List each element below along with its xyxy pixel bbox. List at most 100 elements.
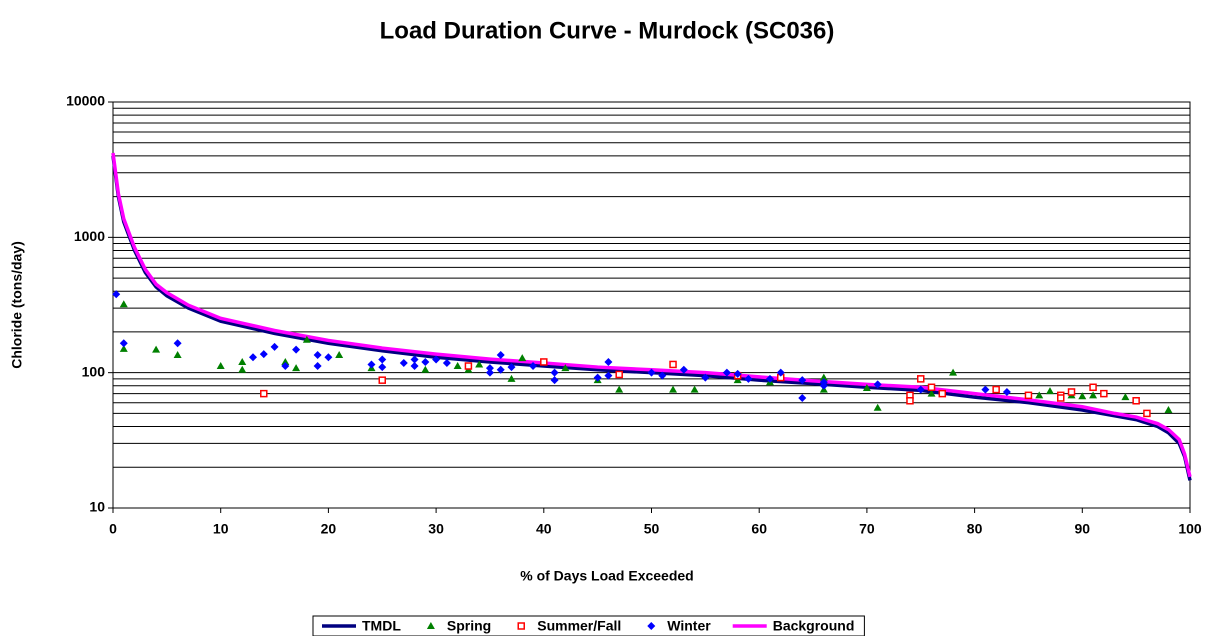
winter-point — [679, 365, 688, 374]
summer-fall-point — [906, 397, 914, 405]
spring-point — [335, 351, 344, 359]
spring-point — [927, 389, 936, 397]
winter-point — [604, 371, 613, 380]
y-tick-label: 1000 — [74, 228, 105, 244]
winter-point — [529, 362, 538, 371]
spring-point — [561, 364, 570, 372]
spring-point — [1078, 392, 1087, 400]
spring-point — [862, 384, 871, 392]
winter-point — [485, 368, 494, 377]
summer-fall-point — [1143, 409, 1151, 418]
x-tick-label: 10 — [213, 521, 229, 537]
spring-point — [238, 357, 247, 365]
spring-point — [819, 373, 828, 381]
summer-fall-point — [1067, 388, 1076, 396]
winter-point — [658, 371, 667, 380]
legend-box — [312, 615, 865, 636]
y-axis-label: Chloride (tons/day) — [9, 241, 25, 369]
spring-point — [507, 374, 516, 382]
winter-point — [378, 355, 387, 364]
spring-point — [302, 335, 311, 343]
x-tick-label: 90 — [1075, 521, 1091, 537]
winter-point — [485, 364, 494, 373]
spring-point — [281, 357, 290, 365]
spring-point — [1121, 393, 1130, 401]
legend-marker — [517, 622, 525, 630]
winter-point — [421, 357, 430, 366]
legend-label: Background — [773, 618, 855, 634]
x-tick-label: 20 — [321, 521, 337, 537]
spring-point — [119, 300, 128, 308]
x-tick-label: 60 — [751, 521, 767, 537]
winter-point — [593, 373, 602, 382]
winter-point — [550, 376, 559, 385]
winter-point — [981, 385, 990, 394]
winter-point — [550, 368, 559, 377]
spring-point — [1164, 405, 1173, 413]
legend-label: Winter — [667, 618, 711, 634]
legend-marker — [647, 622, 656, 630]
winter-point — [119, 339, 128, 348]
y-tick-label: 10 — [89, 499, 105, 515]
spring-point — [453, 362, 462, 370]
x-tick-label: 70 — [859, 521, 875, 537]
winter-point — [410, 355, 419, 364]
spring-point — [873, 403, 882, 411]
summer-fall-point — [1057, 394, 1065, 402]
line-background — [111, 152, 1192, 478]
spring-point — [152, 345, 161, 353]
winter-point — [798, 393, 807, 402]
chart-title: Load Duration Curve - Murdock (SC036) — [380, 17, 835, 44]
winter-point — [496, 365, 505, 374]
winter-point — [776, 368, 785, 377]
winter-point — [313, 362, 322, 371]
winter-point — [173, 339, 182, 348]
spring-point — [173, 351, 182, 359]
summer-fall-point — [917, 375, 925, 383]
summer-fall-point — [464, 362, 473, 370]
winter-point — [442, 358, 451, 367]
x-tick-label: 100 — [1178, 521, 1202, 537]
spring-point — [421, 365, 430, 373]
winter-point — [916, 385, 925, 394]
winter-point — [507, 363, 516, 372]
winter-point — [701, 373, 710, 382]
winter-point — [873, 380, 882, 389]
winter-point — [378, 363, 387, 372]
spring-point — [238, 365, 247, 373]
spring-point — [1045, 387, 1054, 395]
winter-point — [313, 351, 322, 360]
spring-point — [475, 360, 484, 368]
winter-point — [432, 355, 441, 364]
y-tick-label: 10000 — [66, 93, 105, 109]
summer-fall-point — [615, 370, 623, 379]
winter-point — [292, 345, 301, 354]
x-tick-label: 40 — [536, 521, 552, 537]
x-axis-label: % of Days Load Exceeded — [520, 568, 694, 584]
spring-point — [615, 385, 624, 393]
spring-point — [216, 362, 225, 370]
winter-point — [367, 360, 376, 369]
spring-point — [949, 368, 958, 376]
plot-area — [112, 101, 1191, 509]
winter-point — [733, 369, 742, 378]
summer-fall-point — [1100, 389, 1108, 398]
legend-label: TMDL — [362, 618, 401, 634]
spring-point — [518, 354, 527, 362]
winter-point — [399, 358, 408, 367]
spring-point — [690, 385, 699, 393]
x-tick-label: 30 — [428, 521, 444, 537]
spring-point — [1089, 391, 1098, 399]
winter-point — [324, 353, 333, 362]
legend-marker — [426, 622, 435, 629]
spring-point — [119, 344, 128, 352]
summer-fall-point — [992, 385, 1000, 394]
summer-fall-point — [938, 389, 947, 398]
winter-point — [496, 351, 505, 360]
winter-point — [798, 376, 807, 385]
line-tmdl — [111, 155, 1192, 481]
legend: TMDL Spring Summer/Fall Winter Background — [312, 615, 865, 636]
winter-point — [410, 362, 419, 371]
spring-point — [292, 364, 301, 372]
summer-fall-point — [927, 383, 936, 392]
